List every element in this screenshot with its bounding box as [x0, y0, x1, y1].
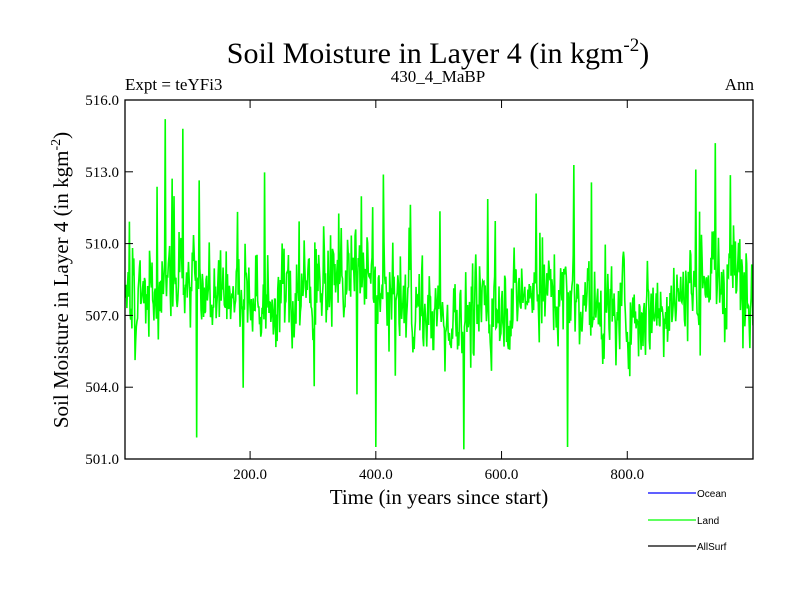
- period-label: 430_4_MaBP: [391, 67, 485, 86]
- y-axis: 501.0 504.0 507.0 510.0 513.0 516.0: [85, 93, 753, 468]
- y-axis-label: Soil Moisture in Layer 4 (in kgm-2): [49, 132, 73, 428]
- experiment-label: Expt = teYFi3: [125, 75, 222, 94]
- y-tick-label: 504.0: [85, 380, 119, 396]
- legend-land-label: Land: [697, 516, 719, 527]
- x-tick-label: 800.0: [610, 467, 644, 483]
- x-tick-label: 600.0: [485, 467, 519, 483]
- y-tick-label: 513.0: [85, 165, 119, 181]
- legend-allsurf-label: AllSurf: [697, 542, 727, 553]
- x-tick-label: 400.0: [359, 467, 393, 483]
- chart-title: Soil Moisture in Layer 4 (in kgm-2): [227, 35, 649, 70]
- land-series-line: [125, 119, 753, 450]
- y-tick-label: 516.0: [85, 93, 119, 109]
- y-tick-label: 507.0: [85, 308, 119, 324]
- x-tick-label: 200.0: [233, 467, 267, 483]
- y-tick-label: 510.0: [85, 237, 119, 253]
- legend-ocean-label: Ocean: [697, 489, 726, 500]
- x-axis-label: Time (in years since start): [330, 485, 549, 509]
- season-label: Ann: [725, 75, 755, 94]
- y-tick-label: 501.0: [85, 452, 119, 468]
- plot-frame: [124, 99, 754, 460]
- legend: Ocean Land AllSurf: [648, 489, 727, 553]
- x-axis: 200.0 400.0 600.0 800.0: [233, 100, 644, 483]
